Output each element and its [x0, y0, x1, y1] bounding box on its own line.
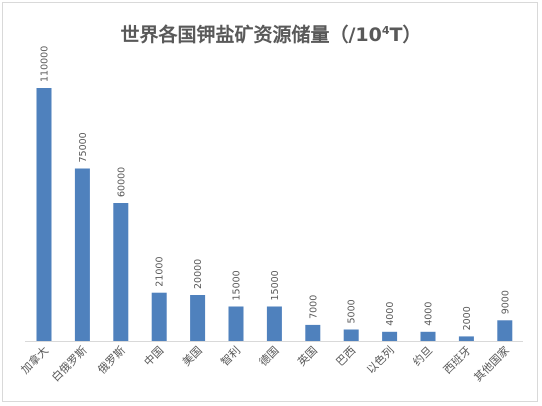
category-label-1: 白俄罗斯 — [49, 343, 90, 384]
category-label-2: 俄罗斯 — [95, 344, 128, 377]
value-label-1: 75000 — [78, 132, 89, 162]
category-label-3: 中国 — [142, 344, 167, 369]
category-label-8: 巴西 — [334, 344, 359, 369]
value-label-11: 2000 — [462, 306, 473, 330]
value-label-5: 15000 — [232, 270, 243, 300]
category-label-7: 英国 — [294, 343, 319, 368]
value-label-6: 15000 — [270, 270, 281, 300]
bar-2 — [113, 203, 129, 341]
category-label-11: 西班牙 — [441, 344, 474, 377]
category-label-0: 加拿大 — [18, 343, 51, 376]
value-label-4: 20000 — [193, 259, 204, 289]
bar-10 — [420, 331, 436, 341]
value-label-3: 21000 — [155, 256, 166, 286]
chart-title: 世界各国钾盐矿资源储量（/104T） — [120, 24, 422, 46]
category-label-4: 美国 — [180, 344, 205, 369]
bar-11 — [458, 336, 474, 341]
bar-4 — [190, 295, 206, 341]
category-label-6: 德国 — [256, 343, 281, 368]
bar-12 — [497, 320, 513, 341]
value-label-2: 60000 — [116, 167, 127, 197]
category-label-12: 其他国家 — [471, 343, 512, 384]
category-label-5: 智利 — [218, 343, 243, 368]
value-label-9: 4000 — [385, 302, 396, 326]
value-labels-group: 110000 75000 60000 21000 20000 15000 15000 7000… — [40, 46, 512, 331]
bar-1 — [74, 168, 90, 341]
bar-6 — [266, 306, 282, 341]
value-label-7: 7000 — [308, 295, 319, 319]
bar-0 — [36, 88, 52, 341]
category-label-9: 以色列 — [363, 343, 396, 376]
bar-7 — [305, 324, 321, 341]
bar-8 — [343, 329, 359, 341]
value-label-0: 110000 — [40, 46, 51, 82]
bar-3 — [151, 292, 167, 341]
bars-group — [36, 88, 513, 341]
bar-5 — [228, 306, 244, 341]
value-label-8: 5000 — [347, 299, 358, 323]
value-label-12: 9000 — [500, 290, 511, 314]
category-label-10: 约旦 — [410, 344, 435, 369]
bar-9 — [382, 331, 398, 341]
value-label-10: 4000 — [424, 302, 435, 326]
